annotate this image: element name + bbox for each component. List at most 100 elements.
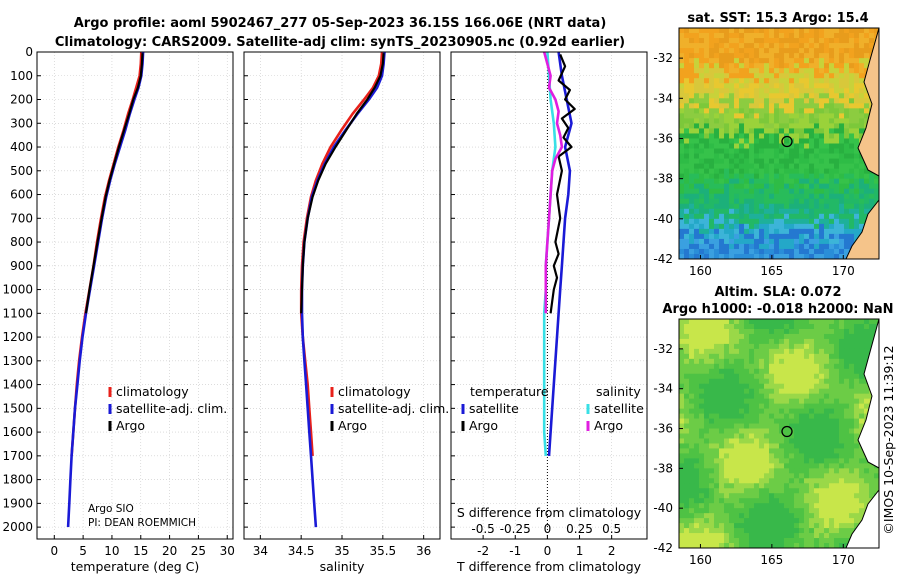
map-cell	[794, 168, 800, 175]
map-cell	[809, 83, 815, 89]
map-cell	[849, 93, 855, 99]
map-cell	[739, 508, 745, 514]
map-cell	[859, 68, 865, 74]
map-cell	[739, 319, 745, 325]
map-cell	[839, 383, 845, 390]
map-cell	[714, 513, 720, 519]
map-cell	[839, 253, 845, 259]
map-cell	[774, 368, 780, 375]
map-cell	[779, 78, 785, 84]
map-cell	[754, 143, 760, 149]
map-cell	[679, 153, 685, 159]
map-cell	[784, 408, 790, 414]
map-cell	[774, 488, 780, 494]
map-cell	[854, 203, 860, 210]
map-cell	[859, 343, 865, 350]
map-cell	[754, 173, 760, 180]
map-cell	[769, 328, 775, 335]
map-cell	[799, 98, 805, 104]
map-cell	[764, 478, 770, 484]
map-cell	[759, 148, 765, 154]
map-cell	[824, 103, 830, 109]
map-cell	[824, 468, 830, 474]
map-cell	[714, 233, 720, 240]
map-cell	[824, 333, 830, 340]
map-cell	[824, 218, 830, 225]
map-cell	[769, 538, 775, 544]
map-cell	[779, 343, 785, 350]
map-cell	[874, 183, 879, 190]
map-cell	[764, 188, 770, 195]
map-cell	[829, 463, 835, 469]
map-cell	[799, 93, 805, 99]
map-cell	[829, 353, 835, 360]
map-cell	[834, 128, 840, 134]
map-cell	[794, 243, 800, 250]
map-cell	[859, 363, 865, 370]
map-cell	[784, 213, 790, 220]
map-cell	[799, 173, 805, 180]
map-cell	[724, 138, 730, 144]
map-cell	[699, 413, 705, 419]
series-line-argo	[300, 53, 385, 314]
map-cell	[844, 343, 850, 350]
map-cell	[774, 143, 780, 149]
map-cell	[854, 428, 860, 434]
map-cell	[744, 68, 750, 74]
map-cell	[819, 403, 825, 410]
map-cell	[854, 228, 860, 235]
map-cell	[694, 93, 700, 99]
map-cell	[749, 148, 755, 154]
map-cell	[694, 213, 700, 220]
map-cell	[749, 488, 755, 494]
map-cell	[854, 123, 860, 129]
map-cell	[799, 468, 805, 474]
map-cell	[769, 448, 775, 454]
map-cell	[824, 458, 830, 464]
map-cell	[744, 493, 750, 499]
map-cell	[799, 453, 805, 459]
map-cell	[819, 348, 825, 355]
map-cell	[764, 38, 770, 44]
map-cell	[839, 53, 845, 59]
map-cell	[709, 433, 715, 439]
map-cell	[824, 523, 830, 529]
map-cell	[739, 418, 745, 424]
legend-label: Argo	[338, 418, 367, 433]
map-cell	[809, 218, 815, 225]
map-cell	[689, 143, 695, 149]
map-cell	[794, 188, 800, 195]
map-cell	[709, 93, 715, 99]
map-cell	[834, 503, 840, 509]
map-cell	[694, 163, 700, 170]
map-cell	[734, 83, 740, 89]
map-cell	[789, 253, 795, 259]
map-cell	[719, 238, 725, 245]
map-cell	[834, 358, 840, 365]
map-cell	[734, 493, 740, 499]
map-cell	[794, 393, 800, 400]
map-cell	[864, 473, 870, 479]
map-cell	[874, 483, 879, 489]
map-cell	[714, 193, 720, 200]
map-cell	[764, 328, 770, 335]
map-cell	[774, 188, 780, 195]
map-cell	[804, 518, 810, 524]
map-cell	[819, 448, 825, 454]
map-cell	[709, 533, 715, 539]
map-cell	[819, 423, 825, 429]
map-cell	[774, 508, 780, 514]
map-cell	[689, 319, 695, 325]
map-cell	[754, 333, 760, 340]
map-cell	[809, 493, 815, 499]
map-cell	[789, 133, 795, 139]
map-cell	[839, 83, 845, 89]
map-cell	[744, 483, 750, 489]
map-cell	[684, 323, 690, 330]
map-cell	[704, 463, 710, 469]
map-cell	[829, 503, 835, 509]
map-cell	[699, 418, 705, 424]
map-cell	[749, 53, 755, 59]
map-cell	[759, 143, 765, 149]
map-cell	[689, 518, 695, 524]
